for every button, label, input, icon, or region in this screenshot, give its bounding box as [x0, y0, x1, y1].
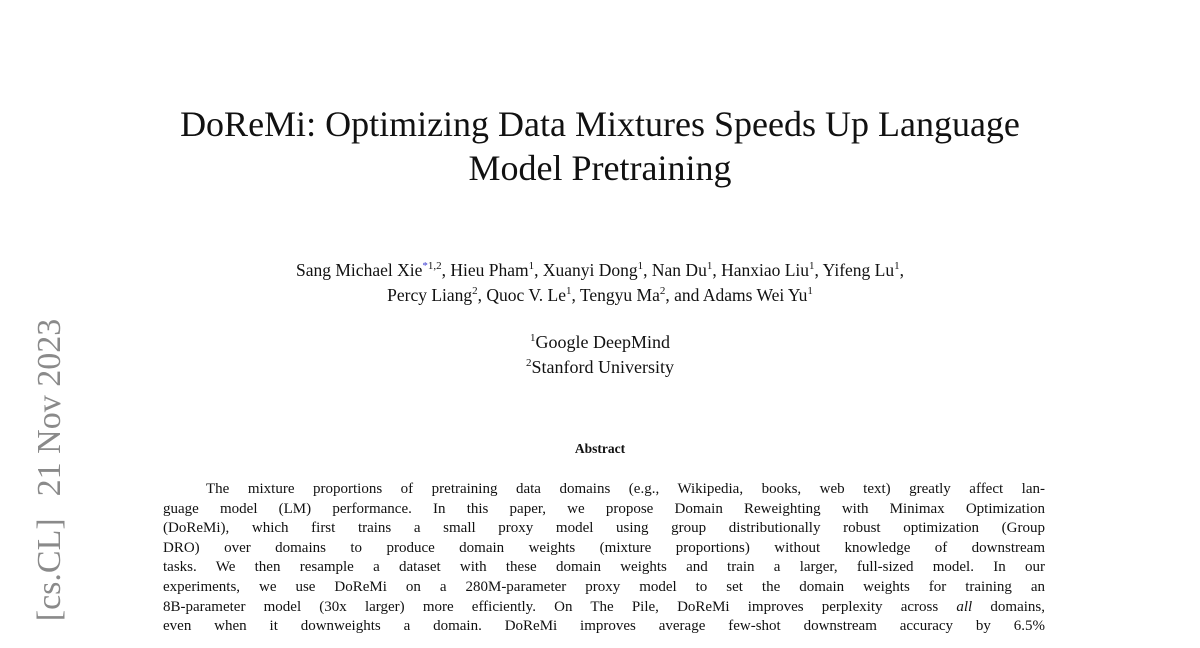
abstract-line: 8B-parameter model (30x larger) more eff… — [163, 598, 1045, 618]
affiliation-name: Stanford University — [531, 357, 674, 377]
author-name: Sang Michael Xie — [296, 260, 423, 280]
footnote-mark[interactable]: * — [422, 260, 428, 273]
author-list: Sang Michael Xie*1,2, Hieu Pham1, Xuanyi… — [0, 258, 1200, 308]
affiliations: 1Google DeepMind 2Stanford University — [0, 330, 1200, 380]
paper-title: DoReMi: Optimizing Data Mixtures Speeds … — [0, 102, 1200, 190]
affiliation-mark: 1 — [530, 332, 536, 344]
affiliation-mark: 1 — [807, 285, 813, 298]
abstract-line: (DoReMi), which first trains a small pro… — [163, 520, 1045, 537]
affiliation-mark: 1 — [565, 285, 572, 298]
affiliation: 1Google DeepMind — [0, 330, 1200, 355]
abstract-body: The mixture proportions of pretraining d… — [163, 480, 1045, 637]
affiliation-mark: 1,2 — [427, 260, 442, 273]
title-line: Model Pretraining — [468, 148, 732, 188]
author-name: Yifeng Lu — [822, 260, 895, 280]
emphasis: all — [956, 598, 973, 615]
affiliation: 2Stanford University — [0, 355, 1200, 380]
abstract-line: even when it downweights a domain. DoReM… — [163, 618, 1045, 635]
affiliation-mark: 1 — [809, 260, 815, 273]
author-line: Sang Michael Xie*1,2, Hieu Pham1, Xuanyi… — [296, 260, 904, 280]
author-name: Hanxiao Liu — [721, 260, 810, 280]
author-name: Xuanyi Dong — [542, 260, 638, 280]
author-name: Hieu Pham — [450, 260, 529, 280]
text: 8B-parameter model (30x larger) more eff… — [163, 598, 957, 615]
author-name: Percy Liang — [387, 285, 473, 305]
author-name: Nan Du — [651, 260, 707, 280]
author-name: Quoc V. Le — [486, 285, 566, 305]
abstract-heading: Abstract — [574, 441, 626, 456]
author-line: Percy Liang2, Quoc V. Le1, Tengyu Ma2, a… — [387, 285, 813, 305]
abstract-line: experiments, we use DoReMi on a 280M-par… — [163, 578, 1045, 595]
affiliation-mark: 1 — [637, 260, 644, 273]
abstract-line: tasks. We then resample a dataset with t… — [163, 559, 1045, 576]
arxiv-category: [cs.CL] — [31, 518, 68, 622]
affiliation-mark: 1 — [706, 260, 713, 273]
affiliation-name: Google DeepMind — [535, 332, 670, 352]
affiliation-mark: 2 — [526, 357, 532, 369]
abstract-line: guage model (LM) performance. In this pa… — [163, 500, 1045, 517]
author-name: Tengyu Ma — [579, 285, 660, 305]
abstract-line: The mixture proportions of pretraining d… — [206, 481, 1045, 497]
affiliation-mark: 2 — [472, 285, 478, 298]
affiliation-mark: 2 — [659, 285, 666, 298]
text: domains, — [972, 598, 1045, 615]
abstract-line: DRO) over domains to produce domain weig… — [163, 539, 1045, 556]
author-name: Adams Wei Yu — [702, 285, 808, 305]
affiliation-mark: 1 — [894, 260, 900, 273]
title-line: DoReMi: Optimizing Data Mixtures Speeds … — [180, 104, 1020, 144]
affiliation-mark: 1 — [528, 260, 535, 273]
